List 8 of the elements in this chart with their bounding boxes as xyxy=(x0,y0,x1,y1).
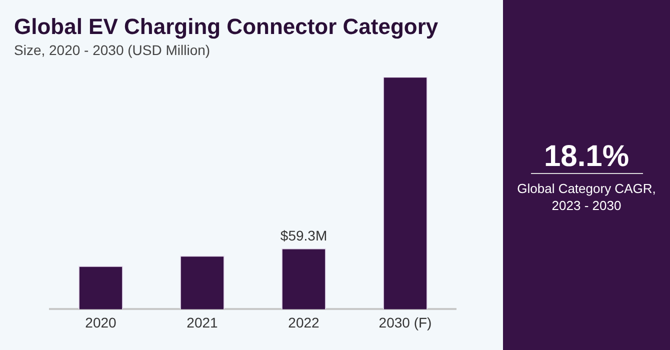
x-tick-label: 2022 xyxy=(288,314,320,330)
x-tick-label: 2020 xyxy=(85,314,117,330)
side-panel: 18.1% Global Category CAGR, 2023 - 2030 xyxy=(503,0,670,350)
data-label: $59.3M xyxy=(280,227,328,244)
chart-title: Global EV Charging Connector Category xyxy=(14,14,438,40)
x-tick-label: 2030 (F) xyxy=(378,314,432,330)
x-tick-label: 2021 xyxy=(186,314,218,330)
chart-subtitle: Size, 2020 - 2030 (USD Million) xyxy=(14,42,210,58)
